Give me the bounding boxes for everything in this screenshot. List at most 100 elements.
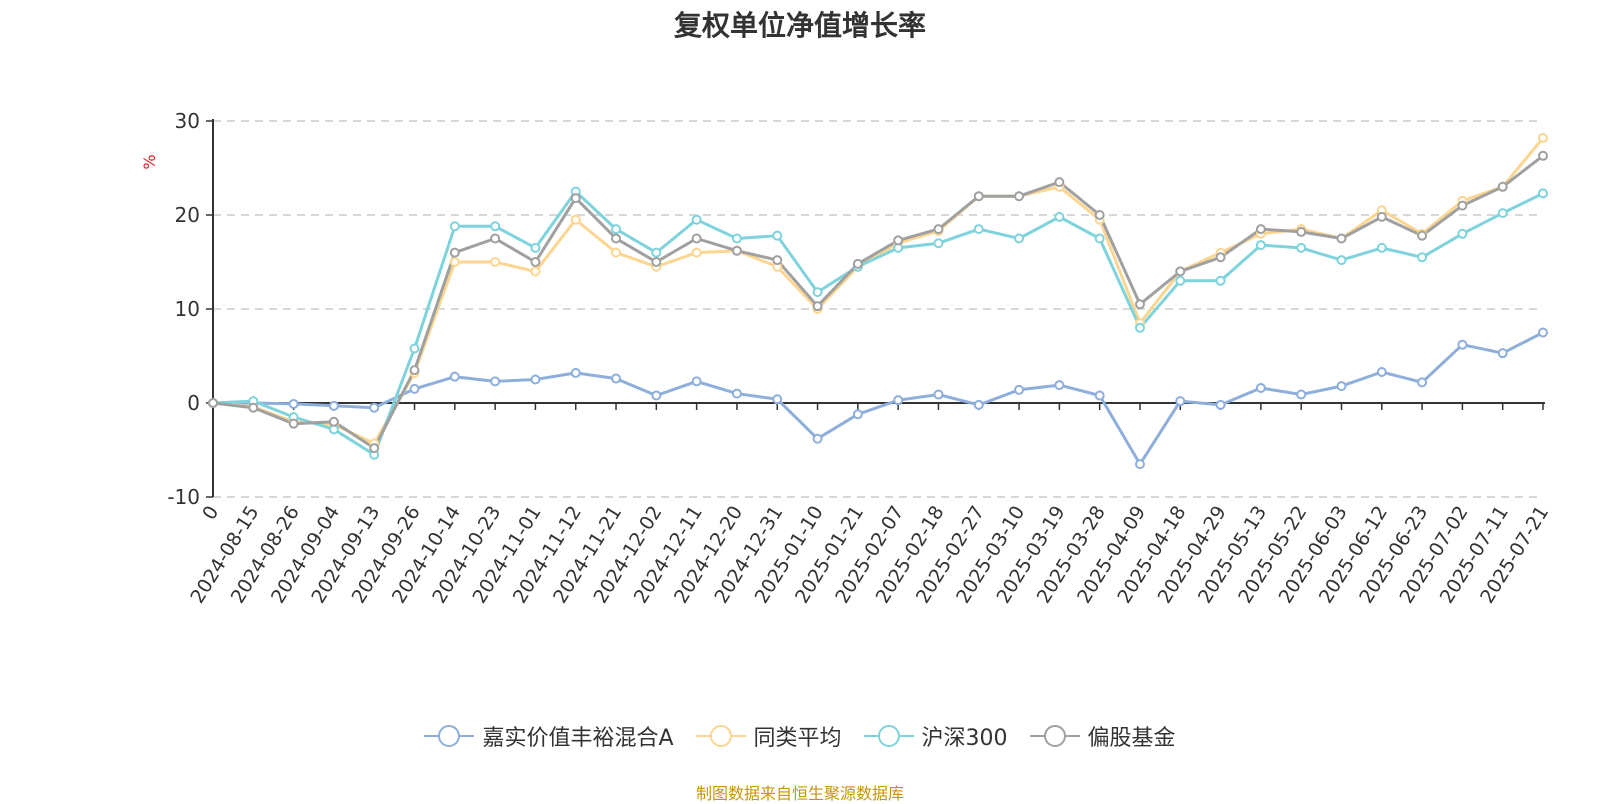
data-point (772, 394, 783, 405)
data-point (288, 398, 299, 409)
data-point (1215, 275, 1226, 286)
data-point (409, 343, 420, 354)
data-point (651, 247, 662, 258)
data-point (1255, 240, 1266, 251)
data-point (812, 287, 823, 298)
data-point (1417, 377, 1428, 388)
data-point (893, 395, 904, 406)
legend-item[interactable]: 嘉实价值丰裕混合A (424, 720, 674, 752)
data-point (1336, 381, 1347, 392)
legend-circle (709, 725, 732, 747)
legend-label: 偏股基金 (1087, 726, 1176, 751)
data-point (1296, 242, 1307, 253)
data-point (611, 247, 622, 258)
data-point (449, 257, 460, 267)
series-line (212, 154, 1544, 450)
data-point (691, 376, 702, 387)
data-point (731, 245, 742, 256)
data-point (772, 230, 783, 241)
legend-marker (695, 725, 746, 747)
data-point (852, 258, 863, 269)
series-line (212, 190, 1544, 457)
data-point (328, 416, 339, 427)
y-tick-label: 20 (175, 203, 200, 227)
data-point (248, 402, 259, 413)
data-point (409, 365, 420, 376)
data-point (1054, 177, 1065, 188)
data-point (1417, 252, 1428, 263)
data-point (530, 374, 541, 385)
data-point (812, 433, 823, 444)
series-line (213, 331, 1544, 466)
data-point (1054, 211, 1065, 222)
data-point (1538, 150, 1548, 161)
data-point (933, 238, 944, 249)
data-point (1538, 327, 1548, 338)
legend: 嘉实价值丰裕混合A 同类平均 沪深300 偏股基金 (0, 720, 1600, 752)
data-point (933, 389, 944, 400)
data-point (1014, 233, 1025, 244)
data-point (490, 221, 501, 232)
data-point (611, 373, 622, 384)
data-point (1094, 390, 1105, 401)
data-point (1457, 339, 1468, 350)
axis-layer: -10010203002024-08-152024-08-262024-09-0… (167, 109, 1553, 607)
data-point (1134, 322, 1145, 333)
data-point (1417, 230, 1428, 241)
data-point (449, 221, 460, 232)
data-point (1538, 132, 1548, 143)
data-point (1255, 224, 1266, 235)
data-point (369, 402, 380, 413)
data-point (852, 409, 863, 420)
data-point (1336, 233, 1347, 244)
series-layer (208, 132, 1548, 470)
legend-item[interactable]: 沪深300 (863, 720, 1008, 752)
data-point (691, 233, 702, 244)
data-point (1175, 396, 1186, 407)
data-point (691, 214, 702, 225)
legend-item[interactable]: 同类平均 (695, 720, 842, 752)
data-point (731, 233, 742, 244)
data-point (1014, 384, 1025, 395)
data-point (328, 400, 339, 411)
data-point (1497, 208, 1508, 219)
data-point (1054, 380, 1065, 391)
data-point (1457, 228, 1468, 239)
data-point (1376, 366, 1387, 377)
data-point (651, 257, 662, 267)
data-point (1497, 348, 1508, 359)
data-point (973, 224, 984, 235)
y-tick-label: 30 (175, 109, 200, 133)
legend-marker (863, 725, 914, 747)
data-point (570, 193, 581, 204)
source-note: 制图数据来自恒生聚源数据库 (695, 784, 904, 803)
data-point (1497, 181, 1508, 192)
data-point (1094, 210, 1105, 220)
data-point (1215, 399, 1226, 410)
x-tick-label: 0 (198, 502, 223, 524)
legend-marker (1029, 725, 1080, 747)
data-point (1376, 211, 1387, 222)
data-point (449, 371, 460, 382)
legend-label: 嘉实价值丰裕混合A (482, 726, 674, 751)
data-point (530, 242, 541, 253)
data-point (1538, 188, 1548, 199)
legend-circle (877, 725, 900, 747)
y-tick-label: -10 (167, 485, 200, 509)
data-point (772, 255, 783, 266)
data-point (288, 418, 299, 429)
data-point (1175, 275, 1186, 286)
data-point (1296, 226, 1307, 237)
data-point (1014, 191, 1025, 202)
data-point (611, 224, 622, 235)
data-point (893, 235, 904, 246)
legend-item[interactable]: 偏股基金 (1029, 720, 1176, 752)
data-point (530, 266, 541, 277)
data-point (1175, 266, 1186, 277)
data-point (973, 399, 984, 410)
data-point (973, 191, 984, 202)
data-point (1134, 299, 1145, 310)
data-point (1457, 200, 1468, 211)
data-point (651, 390, 662, 401)
legend-marker (424, 725, 475, 747)
